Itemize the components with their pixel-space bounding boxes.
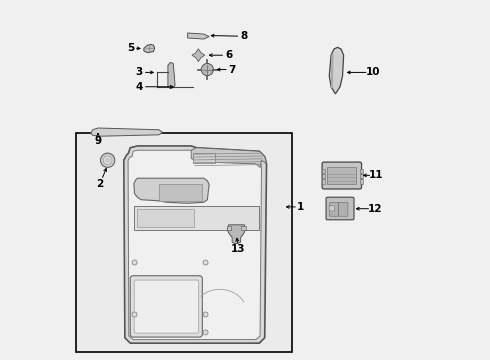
Polygon shape — [227, 225, 245, 243]
Bar — [360, 179, 363, 184]
Bar — [322, 168, 325, 173]
Text: 8: 8 — [241, 31, 248, 41]
Bar — [76, 134, 292, 352]
Circle shape — [203, 312, 208, 317]
Bar — [322, 179, 325, 184]
FancyBboxPatch shape — [339, 202, 348, 216]
Circle shape — [100, 153, 115, 167]
Polygon shape — [191, 148, 267, 167]
Polygon shape — [227, 226, 231, 230]
Bar — [159, 184, 202, 201]
FancyBboxPatch shape — [130, 276, 202, 337]
Bar — [193, 153, 215, 163]
Polygon shape — [124, 146, 267, 343]
Circle shape — [203, 330, 208, 335]
Polygon shape — [128, 150, 262, 339]
Text: 13: 13 — [231, 244, 245, 254]
FancyBboxPatch shape — [330, 202, 339, 216]
Bar — [327, 167, 356, 184]
Text: 3: 3 — [136, 67, 143, 77]
FancyBboxPatch shape — [326, 197, 354, 220]
Circle shape — [106, 158, 109, 162]
Text: 10: 10 — [366, 67, 380, 77]
Text: 12: 12 — [368, 204, 382, 214]
Bar — [137, 210, 194, 227]
Polygon shape — [91, 128, 163, 136]
Bar — [134, 206, 259, 230]
Bar — [322, 174, 325, 178]
Circle shape — [132, 260, 137, 265]
Polygon shape — [168, 62, 175, 89]
Polygon shape — [134, 178, 209, 203]
Text: 5: 5 — [127, 44, 134, 53]
Bar — [360, 168, 363, 173]
Circle shape — [203, 260, 208, 265]
Text: 1: 1 — [297, 202, 304, 212]
Polygon shape — [192, 49, 205, 62]
Circle shape — [201, 63, 214, 76]
Text: 9: 9 — [95, 136, 101, 145]
Text: 2: 2 — [96, 179, 103, 189]
FancyBboxPatch shape — [322, 162, 362, 189]
Polygon shape — [242, 226, 245, 230]
Text: 4: 4 — [135, 82, 143, 92]
Polygon shape — [144, 44, 155, 53]
Text: 11: 11 — [369, 170, 384, 180]
Bar — [360, 174, 363, 178]
Polygon shape — [329, 47, 343, 94]
Text: 6: 6 — [225, 50, 232, 60]
Circle shape — [132, 312, 137, 317]
Polygon shape — [188, 33, 209, 39]
Circle shape — [103, 156, 112, 165]
Circle shape — [329, 206, 335, 211]
Text: 7: 7 — [228, 64, 236, 75]
FancyBboxPatch shape — [134, 280, 199, 333]
